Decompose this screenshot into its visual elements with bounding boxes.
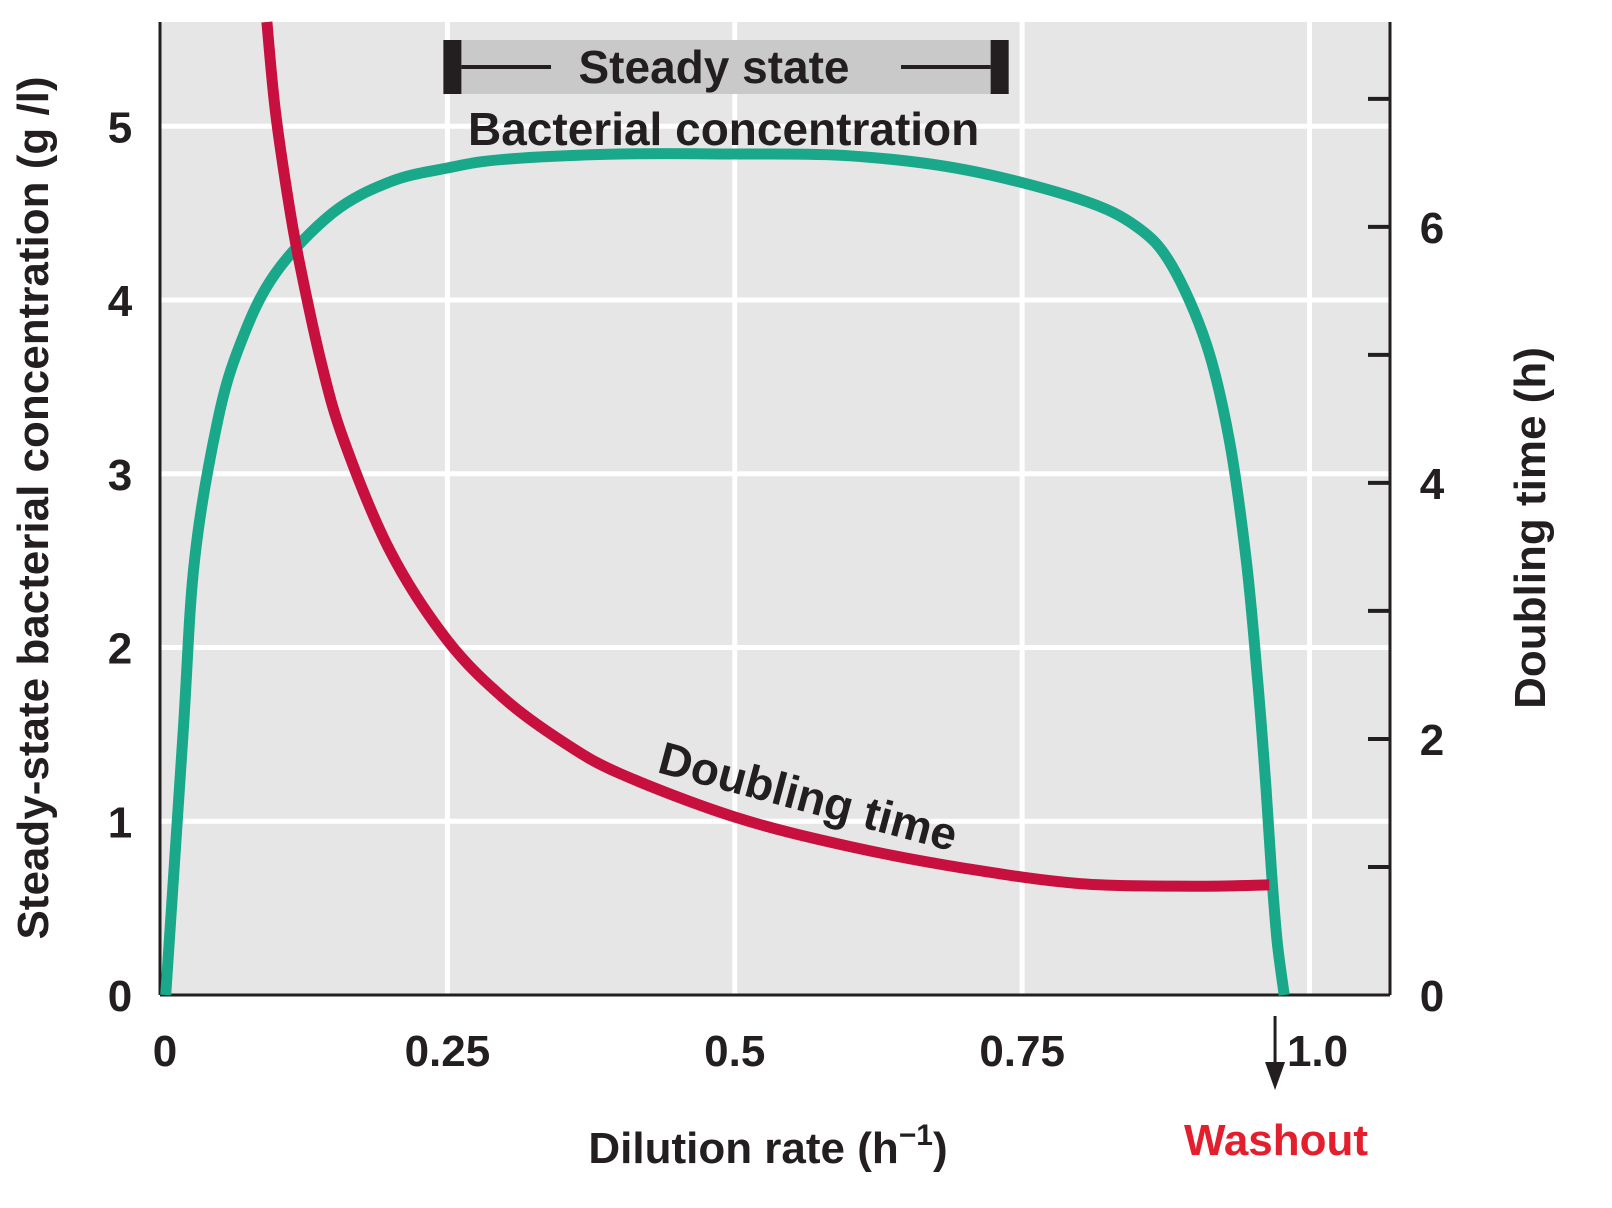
- left-tick-label: 3: [108, 451, 132, 500]
- steady-state-bracket: Steady state: [443, 40, 1009, 94]
- x-tick-label: 0.5: [704, 1027, 765, 1076]
- steady-state-cap-left: [443, 40, 462, 94]
- x-tick-label: 1.0: [1287, 1027, 1348, 1076]
- x-axis-title-superscript: −1: [899, 1119, 933, 1152]
- bacterial-concentration-line: [160, 148, 1290, 996]
- x-tick-label: 0.75: [979, 1027, 1065, 1076]
- series-lines: [160, 21, 1290, 996]
- left-tick-label: 4: [108, 277, 133, 326]
- right-tick-label: 6: [1420, 204, 1444, 253]
- doubling-time-line: [261, 21, 1270, 892]
- washout-arrow: [1265, 1016, 1286, 1090]
- x-tick-label: 0.25: [405, 1027, 491, 1076]
- left-axis-ticks: 0 1 2 3 4 5: [108, 103, 133, 1021]
- steady-state-cap-right: [990, 40, 1009, 94]
- bacterial-concentration-label: Bacterial concentration: [468, 103, 979, 155]
- right-tick-label: 4: [1420, 460, 1445, 509]
- right-axis-ticks: 0 2 4 6: [1368, 96, 1445, 1021]
- washout-label: Washout: [1184, 1116, 1368, 1165]
- x-axis-title: Dilution rate (h−1): [588, 1119, 947, 1173]
- left-tick-label: 1: [108, 798, 132, 847]
- left-tick-label: 5: [108, 103, 132, 152]
- left-tick-label: 2: [108, 625, 132, 674]
- right-y-axis-title: Doubling time (h): [1506, 347, 1555, 709]
- left-y-axis-title: Steady-state bacterial concentration (g …: [9, 76, 58, 939]
- washout-arrow-head: [1265, 1062, 1286, 1090]
- right-tick-label: 2: [1420, 716, 1444, 765]
- plot-area: [160, 22, 1390, 995]
- x-axis-title-close: ): [933, 1124, 948, 1173]
- x-tick-label: 0: [153, 1027, 177, 1076]
- x-axis-title-main: Dilution rate (h: [588, 1124, 898, 1173]
- left-tick-label: 0: [108, 972, 132, 1021]
- axes: [158, 22, 1392, 997]
- x-axis-ticks: 0 0.25 0.5 0.75 1.0: [153, 1027, 1348, 1076]
- right-tick-label: 0: [1420, 972, 1444, 1021]
- steady-state-label: Steady state: [579, 41, 850, 93]
